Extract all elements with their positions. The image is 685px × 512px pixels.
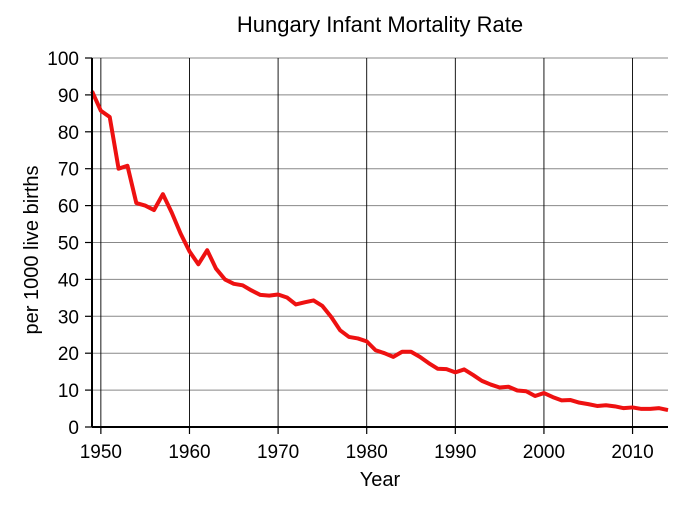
y-tick-label: 20: [58, 344, 79, 365]
y-tick-label: 70: [58, 160, 79, 181]
x-tick-label: 1980: [346, 442, 388, 463]
grid-lines: [92, 57, 668, 427]
x-tick-label: 2000: [523, 442, 565, 463]
x-tick-label: 1990: [434, 442, 476, 463]
data-series: [90, 90, 669, 412]
tick-labels: 0 10 20 30 40 50 60 70 80 90 100 1950 1960 1970 1980 19…: [47, 49, 653, 463]
x-tick-label: 1970: [257, 442, 299, 463]
y-axis-label: per 1000 live births: [21, 166, 43, 335]
x-tick-label: 1950: [80, 442, 122, 463]
axes: [85, 57, 668, 434]
y-tick-label: 10: [58, 381, 79, 402]
y-tick-label: 60: [58, 197, 79, 218]
series-line: [90, 90, 669, 412]
y-tick-label: 30: [58, 307, 79, 328]
y-tick-label: 40: [58, 270, 79, 291]
y-tick-label: 100: [47, 49, 79, 70]
chart-title: Hungary Infant Mortality Rate: [237, 12, 523, 37]
x-axis-label: Year: [360, 469, 401, 491]
y-tick-label: 80: [58, 123, 79, 144]
x-tick-label: 1960: [168, 442, 210, 463]
y-tick-label: 0: [68, 418, 79, 439]
y-tick-label: 90: [58, 86, 79, 107]
y-tick-label: 50: [58, 234, 79, 255]
x-tick-label: 2010: [611, 442, 653, 463]
